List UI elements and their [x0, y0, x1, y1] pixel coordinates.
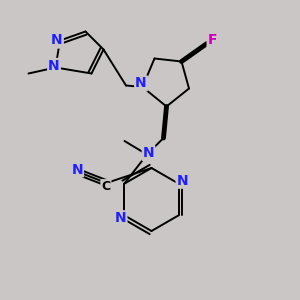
Text: N: N [71, 163, 83, 176]
Text: N: N [115, 211, 126, 225]
Text: F: F [208, 34, 217, 47]
Text: N: N [48, 59, 60, 73]
Text: N: N [177, 174, 188, 188]
Text: N: N [135, 76, 147, 90]
Text: C: C [101, 180, 110, 193]
Text: N: N [143, 146, 154, 160]
Text: N: N [51, 34, 63, 47]
